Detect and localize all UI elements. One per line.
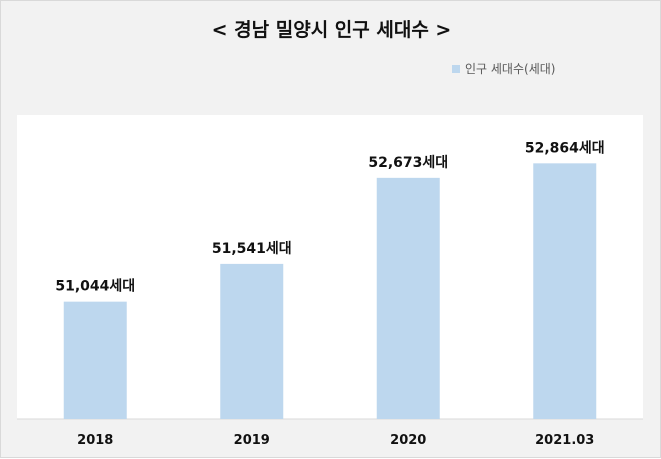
legend: 인구 세대수(세대): [452, 60, 555, 77]
legend-label: 인구 세대수(세대): [465, 62, 556, 76]
data-label-2020: 52,673세대: [368, 155, 448, 171]
x-tick-2019: 2019: [234, 433, 270, 448]
bar-2021.03: [533, 163, 597, 419]
bar-2020: [376, 177, 440, 419]
x-tick-2020: 2020: [390, 433, 426, 448]
x-tick-2021.03: 2021.03: [535, 433, 594, 448]
bar-2018: [63, 301, 127, 419]
data-label-2021.03: 52,864세대: [525, 140, 605, 156]
bar-2019: [220, 263, 284, 419]
data-label-2018: 51,044세대: [55, 279, 135, 295]
data-label-2019: 51,541세대: [212, 241, 292, 257]
chart-title: < 경남 밀양시 인구 세대수 >: [211, 19, 452, 41]
legend-swatch: [452, 64, 460, 73]
x-tick-2018: 2018: [77, 433, 113, 448]
